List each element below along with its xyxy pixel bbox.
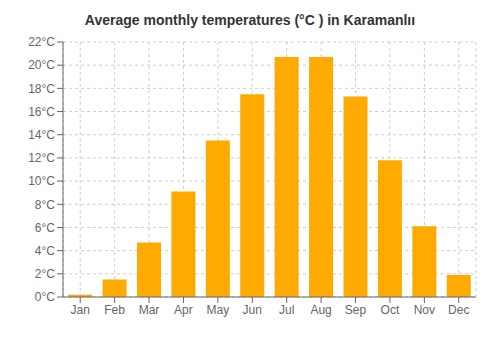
svg-text:18°C: 18°C xyxy=(28,82,55,96)
svg-text:12°C: 12°C xyxy=(28,151,55,165)
svg-text:Nov: Nov xyxy=(414,303,435,317)
svg-text:2°C: 2°C xyxy=(35,267,55,281)
svg-text:Oct: Oct xyxy=(381,303,400,317)
svg-text:6°C: 6°C xyxy=(35,221,55,235)
svg-text:May: May xyxy=(207,303,230,317)
html-text:Average monthly temperatures (: Average monthly temperatures (°C ) in Ka… xyxy=(84,12,416,28)
svg-text:20°C: 20°C xyxy=(28,58,55,72)
svg-text:Feb: Feb xyxy=(104,303,125,317)
svg-text:Jan: Jan xyxy=(71,303,90,317)
svg-text:4°C: 4°C xyxy=(35,244,55,258)
svg-text:Apr: Apr xyxy=(174,303,193,317)
svg-text:14°C: 14°C xyxy=(28,128,55,142)
svg-text:Jul: Jul xyxy=(279,303,294,317)
svg-text:Jun: Jun xyxy=(243,303,262,317)
svg-text:10°C: 10°C xyxy=(28,174,55,188)
svg-text:Aug: Aug xyxy=(310,303,331,317)
svg-text:22°C: 22°C xyxy=(28,35,55,49)
svg-text:0°C: 0°C xyxy=(35,290,55,304)
svg-text:Sep: Sep xyxy=(345,303,367,317)
svg-text:Mar: Mar xyxy=(139,303,160,317)
svg-text:16°C: 16°C xyxy=(28,105,55,119)
svg-text:8°C: 8°C xyxy=(35,198,55,212)
svg-text:Dec: Dec xyxy=(448,303,469,317)
